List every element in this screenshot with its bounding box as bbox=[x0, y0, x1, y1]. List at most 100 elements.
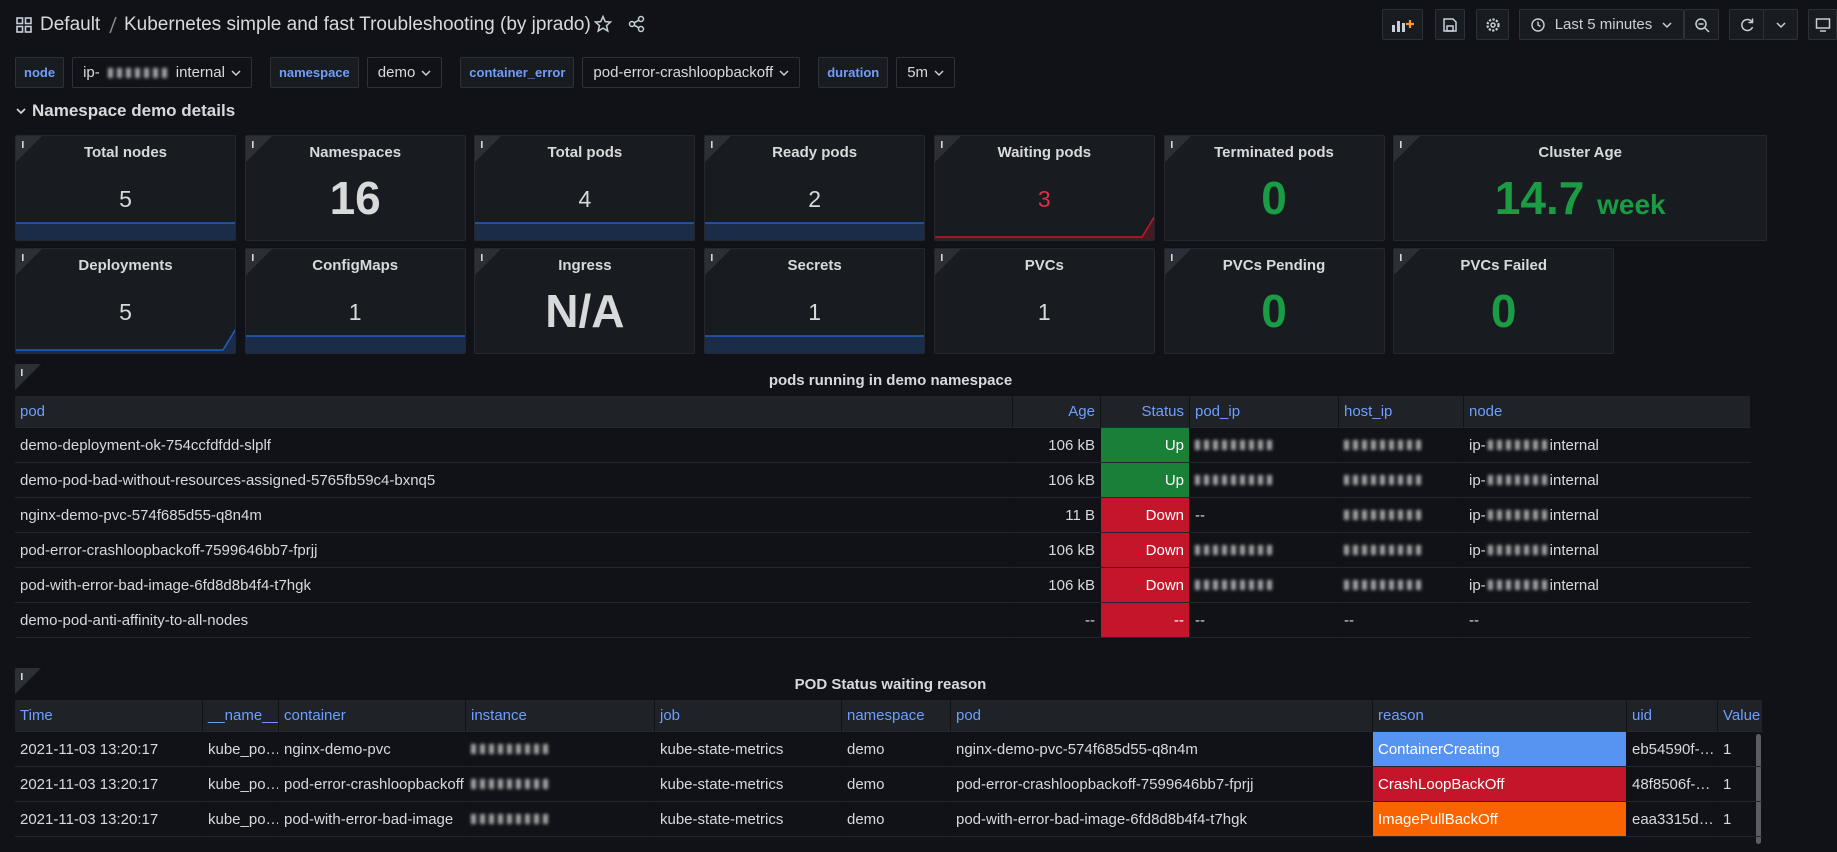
info-corner[interactable] bbox=[16, 249, 42, 275]
stat-title: Ready pods bbox=[772, 144, 858, 161]
stat-panel: Ingress N/A bbox=[474, 248, 696, 354]
column-header[interactable]: node bbox=[1464, 396, 1751, 428]
refresh-button[interactable] bbox=[1729, 9, 1764, 40]
cell-text: pod-error-crashloopbackoff-7599646bb7-fp… bbox=[956, 775, 1254, 793]
column-header[interactable]: pod bbox=[15, 396, 1013, 428]
info-corner[interactable] bbox=[934, 136, 961, 162]
zoom-out-button[interactable] bbox=[1684, 9, 1719, 40]
zoom-out-icon bbox=[1694, 17, 1710, 33]
column-header[interactable]: container bbox=[279, 700, 466, 732]
column-header[interactable]: __name__ bbox=[203, 700, 279, 732]
cell-text: 5m bbox=[907, 64, 929, 81]
stat-panel: PVCs Pending 0 bbox=[1163, 248, 1385, 354]
info-corner[interactable] bbox=[475, 136, 502, 162]
table-cell: 106 kB bbox=[1013, 428, 1101, 463]
column-header[interactable]: pod_ip bbox=[1190, 396, 1339, 428]
info-corner[interactable] bbox=[245, 249, 272, 275]
variable-dropdown[interactable]: 5m bbox=[896, 57, 956, 88]
cell-text: ip- bbox=[1469, 471, 1486, 489]
info-corner[interactable] bbox=[1164, 136, 1191, 162]
column-header[interactable]: Status bbox=[1101, 396, 1190, 428]
stat-value: 0 bbox=[1165, 285, 1384, 337]
star-icon[interactable] bbox=[594, 15, 612, 33]
table-cell: 1 bbox=[1718, 802, 1763, 837]
info-corner[interactable] bbox=[1164, 249, 1191, 275]
table-cell: nginx-demo-pvc-574f685d55-q8n4m bbox=[15, 498, 1013, 533]
column-header[interactable]: Age bbox=[1013, 396, 1101, 428]
cell-text: pod-with-error-bad-image bbox=[284, 810, 454, 828]
stat-value: 1 bbox=[705, 299, 924, 325]
table-cell: 106 kB bbox=[1013, 463, 1101, 498]
table-cell: 106 kB bbox=[1013, 533, 1101, 568]
panel-title: pods running in demo namespace bbox=[768, 372, 1013, 389]
save-button[interactable] bbox=[1435, 9, 1465, 40]
table-cell: pod-error-crashloopbackoff-7599646bb7-fp… bbox=[15, 533, 1013, 568]
stat-panel: Namespaces 16 bbox=[244, 135, 466, 241]
info-corner[interactable] bbox=[16, 136, 42, 162]
variable-dropdown[interactable]: demo bbox=[366, 57, 443, 88]
table-cell: CrashLoopBackOff bbox=[1373, 767, 1627, 802]
cell-text: 2021-11-03 13:20:17 bbox=[20, 810, 159, 828]
stat-title: Ingress bbox=[558, 257, 612, 274]
sparkline bbox=[16, 328, 235, 353]
chevron-down bbox=[16, 108, 26, 115]
share-icon[interactable] bbox=[628, 15, 646, 33]
stat-panel: PVCs 1 bbox=[933, 248, 1155, 354]
cell-text: eb54590f-… bbox=[1632, 740, 1715, 758]
redacted-text bbox=[107, 67, 168, 78]
column-header[interactable]: host_ip bbox=[1339, 396, 1464, 428]
table-cell bbox=[1339, 428, 1464, 463]
info-corner[interactable] bbox=[15, 668, 41, 694]
table-cell: 2021-11-03 13:20:17 bbox=[15, 802, 203, 837]
info-corner[interactable] bbox=[934, 249, 961, 275]
info-corner[interactable] bbox=[245, 136, 272, 162]
info-corner[interactable] bbox=[705, 249, 732, 275]
column-header[interactable]: reason bbox=[1373, 700, 1627, 732]
cell-text: 2021-11-03 13:20:17 bbox=[20, 775, 159, 793]
column-header[interactable]: job bbox=[655, 700, 842, 732]
cell-text: demo-pod-bad-without-resources-assigned-… bbox=[20, 471, 436, 489]
row-header[interactable]: Namespace demo details bbox=[16, 101, 235, 121]
stat-value: 4 bbox=[475, 186, 694, 212]
redacted-text bbox=[1344, 545, 1422, 555]
info-corner[interactable] bbox=[705, 136, 732, 162]
cell-text: kube-state-metrics bbox=[660, 740, 784, 758]
info-corner[interactable] bbox=[15, 364, 41, 390]
table-cell: demo bbox=[842, 802, 951, 837]
table-cell: -- bbox=[1013, 603, 1101, 638]
breadcrumb-folder[interactable]: Default bbox=[40, 14, 101, 35]
table-cell: ImagePullBackOff bbox=[1373, 802, 1627, 837]
column-header[interactable]: namespace bbox=[842, 700, 951, 732]
column-header[interactable]: Time bbox=[15, 700, 203, 732]
column-header[interactable]: pod bbox=[951, 700, 1373, 732]
refresh-interval-button[interactable] bbox=[1763, 9, 1798, 40]
info-corner[interactable] bbox=[1394, 136, 1421, 162]
column-header[interactable]: uid bbox=[1627, 700, 1718, 732]
settings-button[interactable] bbox=[1476, 9, 1509, 40]
apps-icon[interactable] bbox=[16, 17, 32, 33]
stat-value: 3 bbox=[935, 186, 1154, 212]
add-panel-button[interactable] bbox=[1382, 9, 1423, 40]
stat-number: 1 bbox=[808, 299, 821, 325]
time-picker[interactable]: Last 5 minutes bbox=[1519, 9, 1684, 40]
info-corner[interactable] bbox=[1394, 249, 1421, 275]
cell-text: ImagePullBackOff bbox=[1378, 810, 1498, 828]
cell-text: 1 bbox=[1723, 740, 1732, 758]
tv-mode-button[interactable] bbox=[1808, 9, 1837, 40]
column-header[interactable]: instance bbox=[466, 700, 655, 732]
scrollbar[interactable] bbox=[1756, 734, 1761, 844]
table-cell: ip-internal bbox=[1464, 498, 1751, 533]
cell-text: ip- bbox=[1469, 541, 1486, 559]
variable-dropdown[interactable]: ip-internal bbox=[72, 57, 252, 88]
variable-label: node bbox=[15, 57, 65, 88]
table-cell: -- bbox=[1101, 603, 1190, 638]
dashboard-title[interactable]: Kubernetes simple and fast Troubleshooti… bbox=[124, 14, 591, 35]
table-cell: Up bbox=[1101, 428, 1190, 463]
stat-number: 0 bbox=[1261, 285, 1287, 337]
column-header[interactable]: Value bbox=[1718, 700, 1763, 732]
table-cell bbox=[1339, 533, 1464, 568]
variable-dropdown[interactable]: pod-error-crashloopbackoff bbox=[582, 57, 801, 88]
pods-table-panel: pods running in demo namespace pod Age Sta… bbox=[15, 364, 1766, 638]
clock-icon bbox=[1531, 17, 1545, 32]
info-corner[interactable] bbox=[475, 249, 502, 275]
